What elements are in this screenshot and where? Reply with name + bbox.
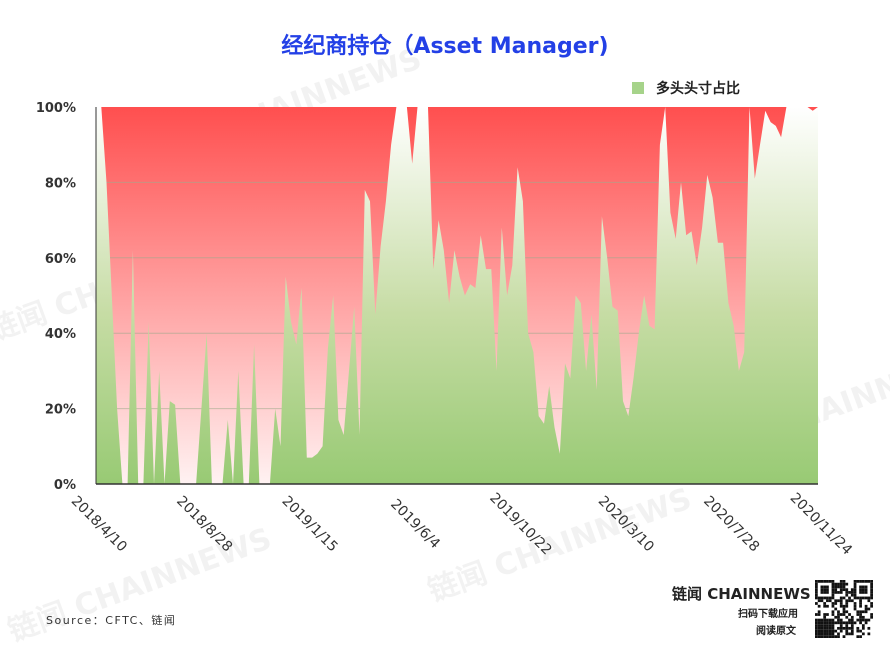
x-tick-label: 2020/3/10 [595, 493, 657, 555]
source-note: Source：CFTC、链闻 [46, 614, 177, 627]
y-tick-label: 60% [45, 252, 76, 267]
y-tick-label: 20% [45, 403, 76, 418]
read-original-text: 阅读原文 [756, 626, 796, 637]
brand-cn: 链闻 [672, 585, 703, 603]
y-tick-label: 40% [45, 327, 76, 342]
x-tick-label: 2018/8/28 [173, 493, 235, 555]
y-tick-label: 0% [54, 478, 76, 493]
chart-title: 经纪商持仓（Asset Manager) [281, 34, 609, 59]
legend-swatch [632, 82, 644, 94]
x-tick-label: 2019/10/22 [486, 490, 554, 558]
legend: 多头头寸占比 [632, 78, 740, 98]
brand-en: CHAINNEWS [707, 585, 811, 603]
legend-label: 多头头寸占比 [656, 81, 740, 97]
y-tick-label: 100% [36, 101, 76, 116]
x-tick-label: 2018/4/10 [68, 493, 130, 555]
brand-logo: 链闻 CHAINNEWS [672, 583, 811, 604]
scan-download-text: 扫码下载应用 [738, 609, 798, 620]
x-tick-label: 2020/11/24 [787, 490, 855, 558]
x-tick-label: 2020/7/28 [700, 493, 762, 555]
qr-code[interactable] [815, 580, 873, 638]
x-tick-label: 2019/6/4 [387, 496, 443, 552]
long-share-area [96, 107, 818, 484]
y-tick-label: 80% [45, 176, 76, 191]
x-tick-label: 2019/1/15 [279, 493, 341, 555]
